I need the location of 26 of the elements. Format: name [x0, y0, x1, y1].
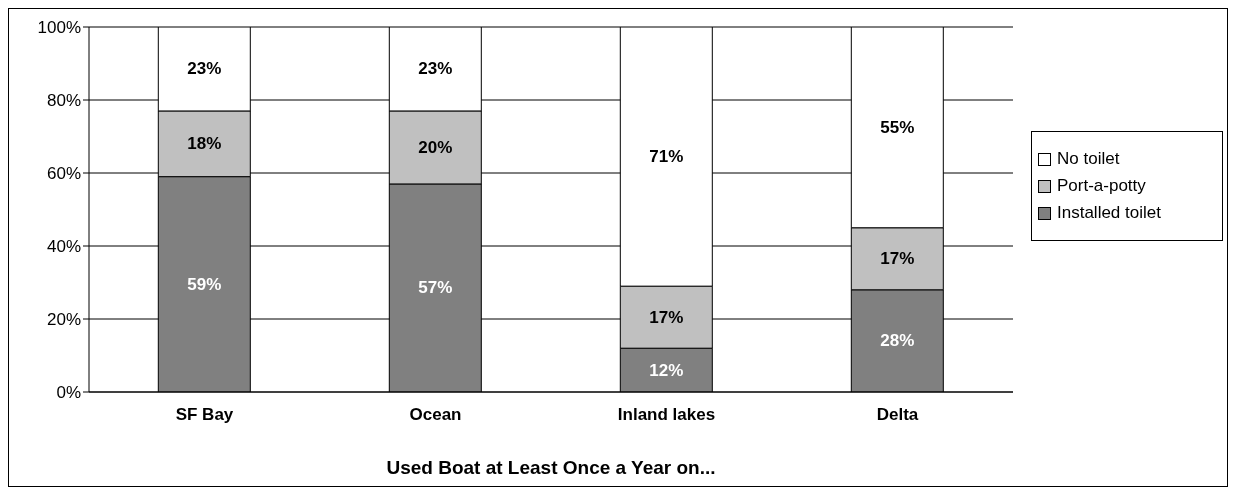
x-tick-label: Delta [876, 405, 919, 425]
y-tick-label: 20% [46, 310, 81, 330]
data-label: 28% [880, 331, 915, 351]
y-tick-label: 80% [46, 91, 81, 111]
data-label: 17% [880, 249, 915, 269]
legend-label: No toilet [1056, 149, 1121, 169]
x-tick-label: Inland lakes [617, 405, 716, 425]
y-tick-label: 60% [46, 164, 81, 184]
x-axis-title: Used Boat at Least Once a Year on... [386, 457, 716, 478]
x-tick-label: SF Bay [175, 405, 234, 425]
data-label: 20% [418, 137, 453, 157]
y-tick-label: 0% [56, 383, 81, 403]
data-label: 57% [418, 278, 453, 298]
data-label: 12% [649, 360, 684, 380]
data-label: 71% [649, 147, 684, 167]
data-label: 55% [880, 117, 915, 137]
y-tick-label: 100% [37, 18, 81, 38]
x-tick-label: Ocean [409, 405, 462, 425]
data-label: 23% [418, 59, 453, 79]
legend-label: Installed toilet [1056, 203, 1162, 223]
y-tick-label: 40% [46, 237, 81, 257]
legend-label: Port-a-potty [1056, 176, 1147, 196]
data-label: 59% [187, 274, 222, 294]
data-label: 17% [649, 307, 684, 327]
data-label: 23% [187, 59, 222, 79]
data-label: 18% [187, 134, 222, 154]
